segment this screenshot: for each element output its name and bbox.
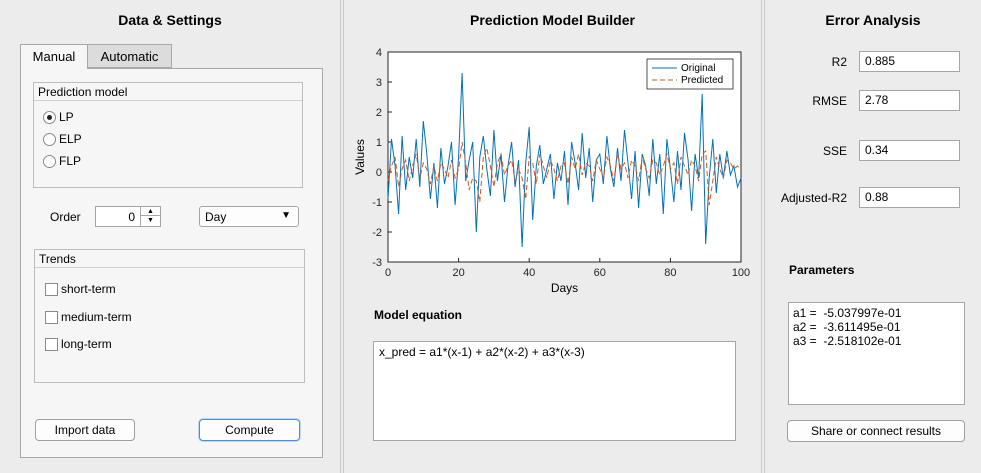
x-tick-label: 0 <box>385 267 391 279</box>
error-analysis-title: Error Analysis <box>825 12 921 28</box>
radio-lp[interactable]: LP <box>43 109 74 125</box>
adjusted-r2-label: Adjusted-R2 <box>780 191 847 205</box>
long-term-label: long-term <box>61 337 112 351</box>
prediction-chart: 0 20 40 60 80 100 -3 -2 -1 0 1 2 3 4 Days Values Orig… <box>353 47 750 295</box>
y-tick-label: -3 <box>372 257 382 269</box>
prediction-model-builder-title: Prediction Model Builder <box>470 12 635 28</box>
parameters-box[interactable]: a1 = -5.037997e-01 a2 = -3.611495e-01 a3… <box>788 302 965 405</box>
radio-unselected-icon <box>43 155 56 169</box>
radio-elp[interactable]: ELP <box>43 131 82 147</box>
medium-term-label: medium-term <box>61 310 132 324</box>
r2-field[interactable]: 0.885 <box>859 51 960 72</box>
x-tick-label: 40 <box>523 267 535 279</box>
y-tick-label: -2 <box>372 227 382 239</box>
period-dropdown[interactable]: Day ▼ <box>199 206 299 227</box>
error-analysis-panel: Error Analysis R2 0.885 RMSE 2.78 SSE 0.… <box>764 0 981 473</box>
y-axis-label: Values <box>353 139 367 175</box>
sse-label: SSE <box>822 144 847 158</box>
checkbox-icon <box>45 311 58 325</box>
data-settings-panel: Data & Settings Manual Automatic Predict… <box>0 0 341 473</box>
settings-tab-group: Manual Automatic Prediction model LP ELP… <box>20 44 323 458</box>
model-equation-box[interactable]: x_pred = a1*(x-1) + a2*(x-2) + a3*(x-3) <box>373 341 736 441</box>
x-axis-label: Days <box>551 281 578 295</box>
model-equation-text: x_pred = a1*(x-1) + a2*(x-2) + a3*(x-3) <box>379 345 585 359</box>
import-data-button[interactable]: Import data <box>35 419 135 441</box>
order-stepper: ▲ ▼ <box>140 207 160 226</box>
radio-elp-label: ELP <box>59 132 82 146</box>
checkbox-icon <box>45 283 58 297</box>
chevron-down-icon: ▼ <box>281 210 291 221</box>
checkbox-medium-term[interactable]: medium-term <box>45 309 132 325</box>
compute-button[interactable]: Compute <box>199 419 300 441</box>
sse-field[interactable]: 0.34 <box>859 140 960 161</box>
adjusted-r2-field[interactable]: 0.88 <box>859 187 960 208</box>
prediction-model-panel: Prediction Model Builder 0 20 40 60 80 100 -3-… <box>343 0 762 473</box>
legend-predicted-label: Predicted <box>681 75 723 86</box>
prediction-model-group: Prediction model LP ELP FLP <box>33 82 303 188</box>
rmse-label: RMSE <box>812 94 847 108</box>
parameter-a3: a3 = -2.518102e-01 <box>793 334 902 348</box>
chart-legend: Original Predicted <box>646 58 734 90</box>
trends-group: Trends short-term medium-term long-term <box>34 249 305 383</box>
tab-manual[interactable]: Manual <box>20 44 88 69</box>
parameters-title: Parameters <box>789 263 855 277</box>
checkbox-short-term[interactable]: short-term <box>45 281 116 297</box>
radio-unselected-icon <box>43 133 56 147</box>
short-term-label: short-term <box>61 282 116 296</box>
legend-box <box>646 58 734 90</box>
radio-lp-label: LP <box>59 110 74 124</box>
stepper-up-icon[interactable]: ▲ <box>141 207 160 216</box>
rmse-field[interactable]: 2.78 <box>859 90 960 111</box>
trends-title: Trends <box>35 250 304 268</box>
y-tick-label: 0 <box>376 167 382 179</box>
data-settings-title: Data & Settings <box>118 12 222 28</box>
x-tick-label: 20 <box>452 267 464 279</box>
legend-original-label: Original <box>681 63 715 74</box>
checkbox-icon <box>45 338 58 352</box>
checkbox-long-term[interactable]: long-term <box>45 336 112 352</box>
x-tick-label: 60 <box>594 267 606 279</box>
period-value: Day <box>205 210 227 224</box>
original-series-line <box>387 72 742 248</box>
parameter-a2: a2 = -3.611495e-01 <box>793 320 901 334</box>
x-tick-label: 80 <box>664 267 676 279</box>
stepper-down-icon[interactable]: ▼ <box>147 217 154 224</box>
order-value: 0 <box>128 210 135 224</box>
radio-selected-icon <box>43 111 56 125</box>
radio-flp[interactable]: FLP <box>43 153 81 169</box>
tab-automatic[interactable]: Automatic <box>87 44 172 68</box>
share-connect-button[interactable]: Share or connect results <box>787 420 965 442</box>
predicted-series-line <box>387 141 742 206</box>
y-tick-label: 3 <box>376 77 382 89</box>
y-tick-label: 4 <box>376 47 382 59</box>
manual-tab-content: Prediction model LP ELP FLP Order 0 ▲ ▼ <box>20 68 323 458</box>
prediction-model-title: Prediction model <box>34 83 302 101</box>
x-tick-label: 100 <box>732 267 750 279</box>
order-spinner[interactable]: 0 ▲ ▼ <box>95 206 161 227</box>
parameter-a1: a1 = -5.037997e-01 <box>793 306 902 320</box>
r2-label: R2 <box>831 55 847 69</box>
y-tick-label: -1 <box>372 197 382 209</box>
y-tick-label: 2 <box>376 107 382 119</box>
y-tick-label: 1 <box>376 137 382 149</box>
radio-flp-label: FLP <box>59 154 82 168</box>
order-label: Order <box>50 210 81 224</box>
model-equation-title: Model equation <box>374 308 462 322</box>
